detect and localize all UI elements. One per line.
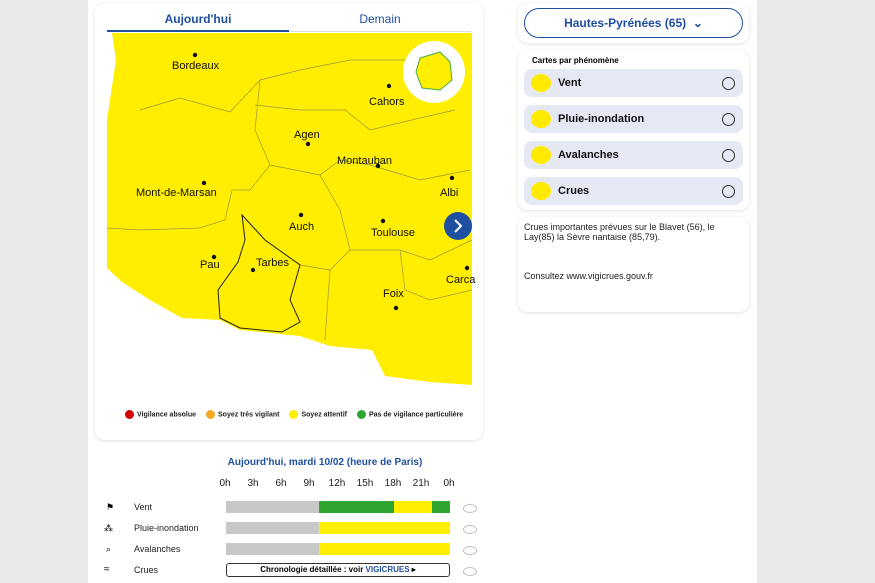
info-text: Crues importantes prévues sur le Blavet … bbox=[524, 222, 739, 242]
hour-label: 12h bbox=[323, 478, 351, 489]
city-dot bbox=[465, 266, 469, 270]
row-label: Crues bbox=[134, 565, 158, 575]
city-dot bbox=[193, 53, 197, 57]
row-icon: ≈ bbox=[104, 564, 110, 575]
timeline-bar bbox=[226, 522, 450, 534]
row-label: Vent bbox=[134, 502, 152, 512]
phenomenon[interactable]: Vent bbox=[524, 69, 743, 97]
city-label: Cahors bbox=[369, 96, 405, 108]
city-dot bbox=[394, 306, 398, 310]
phenomenon-label: Avalanches bbox=[558, 149, 619, 161]
row-icon: ⚑ bbox=[106, 502, 114, 513]
crues-link[interactable]: Chronologie détaillée : voir VIGICRUES ▸ bbox=[226, 563, 450, 577]
hour-label: 0h bbox=[211, 478, 239, 489]
city-dot bbox=[306, 142, 310, 146]
hour-label: 3h bbox=[239, 478, 267, 489]
eye-icon[interactable] bbox=[463, 567, 477, 576]
row-label: Avalanches bbox=[134, 544, 180, 554]
legend-label: Soyez très vigilant bbox=[218, 411, 279, 418]
row-label: Pluie-inondation bbox=[134, 523, 199, 533]
legend-item: Pas de vigilance particulière bbox=[357, 410, 463, 419]
link-logo: VIGICRUES bbox=[366, 565, 410, 574]
city-label: Agen bbox=[294, 129, 320, 141]
city-dot bbox=[299, 213, 303, 217]
phenomenon[interactable]: Avalanches bbox=[524, 141, 743, 169]
phenomenon[interactable]: Pluie-inondation bbox=[524, 105, 743, 133]
phenomena-title: Cartes par phénomène bbox=[532, 56, 619, 65]
phenomenon-label: Pluie-inondation bbox=[558, 113, 644, 125]
city-label: Pau bbox=[200, 259, 220, 271]
city-dot bbox=[450, 176, 454, 180]
city-dot bbox=[387, 84, 391, 88]
phenomenon-label: Vent bbox=[558, 77, 581, 89]
timeline-bar bbox=[226, 543, 450, 555]
legend: Vigilance absolue Soyez très vigilant So… bbox=[125, 410, 463, 419]
legend-label: Pas de vigilance particulière bbox=[369, 411, 463, 418]
legend-label: Vigilance absolue bbox=[137, 411, 196, 418]
city-label: Montauban bbox=[337, 155, 392, 167]
phenomenon-label: Crues bbox=[558, 185, 589, 197]
city-label: Albi bbox=[440, 187, 458, 199]
info-text[interactable]: Consultez www.vigicrues.gouv.fr bbox=[524, 271, 653, 281]
link-text: Chronologie détaillée : voir bbox=[260, 565, 363, 574]
city-dot bbox=[381, 219, 385, 223]
hour-label: 9h bbox=[295, 478, 323, 489]
legend-item: Soyez très vigilant bbox=[206, 410, 279, 419]
legend-item: Vigilance absolue bbox=[125, 410, 196, 419]
eye-icon[interactable] bbox=[463, 525, 477, 534]
eye-icon[interactable] bbox=[463, 504, 477, 513]
hour-label: 21h bbox=[407, 478, 435, 489]
legend-item: Soyez attentif bbox=[289, 410, 347, 419]
city-label: Toulouse bbox=[371, 227, 415, 239]
department-text: Hautes-Pyrénées (65) bbox=[564, 16, 686, 30]
city-label: Bordeaux bbox=[172, 60, 220, 72]
city-label: Auch bbox=[289, 221, 314, 233]
city-dot bbox=[202, 181, 206, 185]
timeline-title: Aujourd'hui, mardi 10/02 (heure de Paris… bbox=[200, 457, 450, 468]
city-dot bbox=[251, 268, 255, 272]
timeline-bar bbox=[226, 501, 450, 513]
row-icon: ⌕ bbox=[106, 544, 111, 555]
hour-label: 15h bbox=[351, 478, 379, 489]
city-label: Mont-de-Marsan bbox=[136, 187, 217, 199]
hour-label: 0h bbox=[435, 478, 463, 489]
legend-label: Soyez attentif bbox=[301, 411, 347, 418]
city-label: Carca bbox=[446, 274, 476, 286]
row-icon: ⁂ bbox=[104, 523, 113, 534]
hour-label: 18h bbox=[379, 478, 407, 489]
hour-label: 6h bbox=[267, 478, 295, 489]
phenomenon[interactable]: Crues bbox=[524, 177, 743, 205]
eye-icon[interactable] bbox=[463, 546, 477, 555]
city-label: Foix bbox=[383, 288, 404, 300]
next-arrow[interactable] bbox=[444, 212, 472, 240]
department-select[interactable]: Hautes-Pyrénées (65) ⌄ bbox=[524, 8, 743, 38]
city-label: Tarbes bbox=[256, 257, 290, 269]
